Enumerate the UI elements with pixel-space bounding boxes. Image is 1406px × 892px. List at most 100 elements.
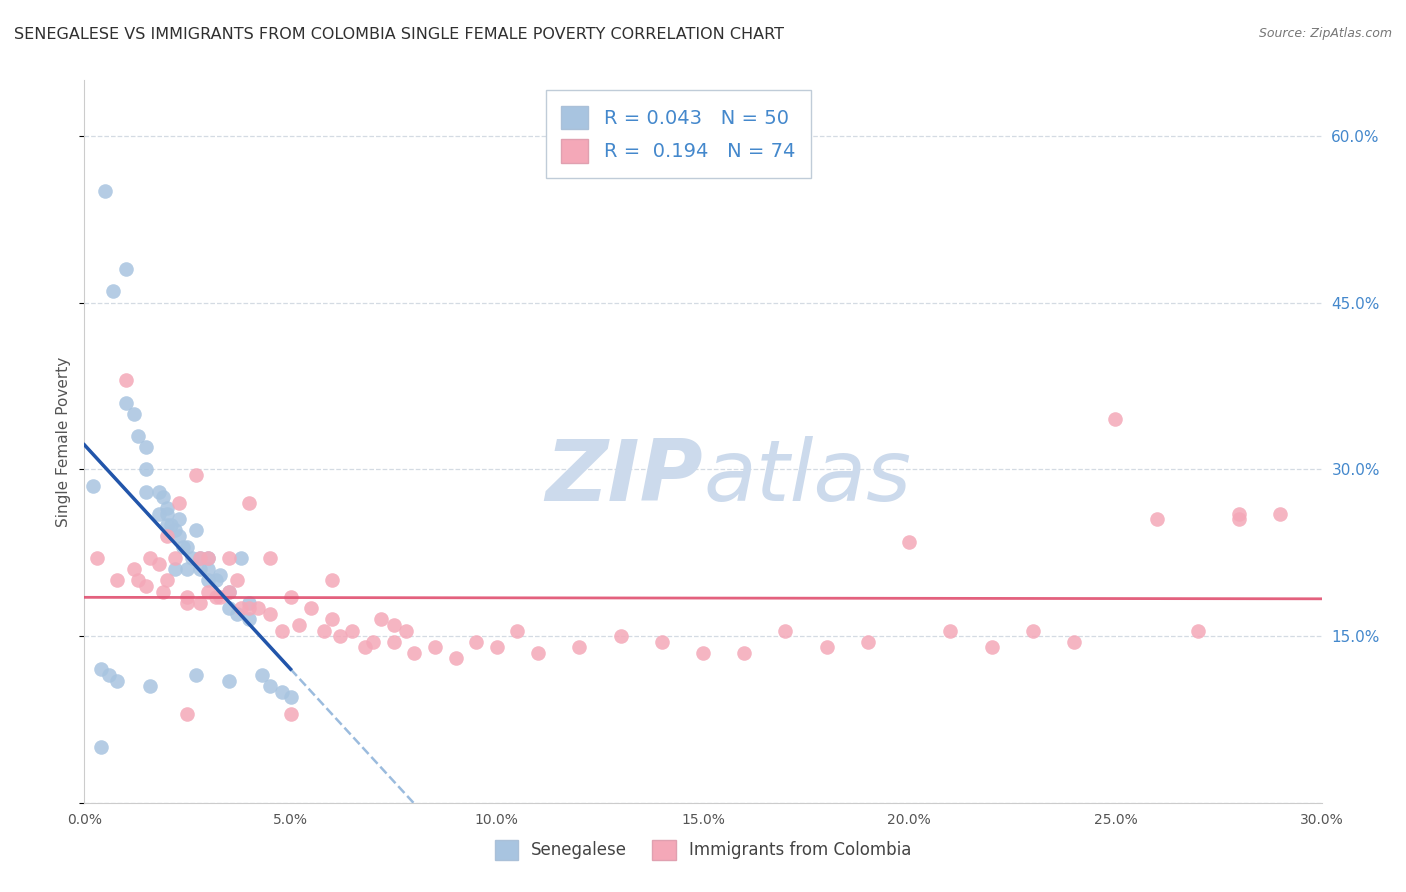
Point — [939, 624, 962, 638]
Point — [218, 673, 240, 688]
Point — [205, 574, 228, 588]
Text: Source: ZipAtlas.com: Source: ZipAtlas.com — [1258, 27, 1392, 40]
Point — [238, 601, 260, 615]
Point — [370, 612, 392, 626]
Point — [527, 646, 550, 660]
Point — [280, 590, 302, 604]
Text: ZIP: ZIP — [546, 436, 703, 519]
Point — [82, 479, 104, 493]
Point — [506, 624, 529, 638]
Point — [135, 440, 157, 454]
Point — [1187, 624, 1209, 638]
Point — [299, 601, 322, 615]
Point — [188, 551, 211, 566]
Point — [815, 640, 838, 655]
Point — [105, 673, 128, 688]
Point — [1227, 507, 1250, 521]
Y-axis label: Single Female Poverty: Single Female Poverty — [56, 357, 72, 526]
Point — [90, 662, 112, 676]
Point — [1227, 512, 1250, 526]
Point — [444, 651, 467, 665]
Point — [184, 467, 207, 482]
Point — [692, 646, 714, 660]
Point — [156, 501, 179, 516]
Point — [86, 551, 108, 566]
Point — [218, 601, 240, 615]
Point — [1270, 507, 1292, 521]
Point — [238, 596, 260, 610]
Point — [103, 285, 125, 299]
Point — [218, 584, 240, 599]
Point — [90, 740, 112, 755]
Point — [165, 551, 187, 566]
Point — [238, 612, 260, 626]
Point — [218, 551, 240, 566]
Point — [980, 640, 1002, 655]
Point — [176, 596, 198, 610]
Point — [176, 562, 198, 576]
Point — [127, 574, 149, 588]
Point — [226, 607, 249, 621]
Point — [205, 590, 228, 604]
Point — [259, 607, 281, 621]
Point — [148, 507, 170, 521]
Point — [209, 568, 232, 582]
Point — [226, 574, 249, 588]
Point — [568, 640, 591, 655]
Point — [342, 624, 364, 638]
Point — [176, 590, 198, 604]
Point — [329, 629, 352, 643]
Point — [250, 668, 273, 682]
Point — [229, 601, 252, 615]
Point — [139, 679, 162, 693]
Point — [139, 551, 162, 566]
Point — [176, 706, 198, 721]
Point — [1022, 624, 1045, 638]
Point — [485, 640, 508, 655]
Point — [259, 679, 281, 693]
Point — [197, 551, 219, 566]
Point — [172, 540, 194, 554]
Point — [160, 517, 183, 532]
Point — [152, 490, 174, 504]
Point — [156, 529, 179, 543]
Point — [127, 429, 149, 443]
Point — [167, 529, 190, 543]
Point — [246, 601, 269, 615]
Point — [148, 484, 170, 499]
Point — [135, 462, 157, 476]
Point — [156, 507, 179, 521]
Point — [180, 551, 202, 566]
Point — [280, 690, 302, 705]
Point — [114, 262, 136, 277]
Text: atlas: atlas — [703, 436, 911, 519]
Point — [775, 624, 797, 638]
Point — [197, 584, 219, 599]
Point — [188, 562, 211, 576]
Point — [280, 706, 302, 721]
Point — [197, 562, 219, 576]
Point — [188, 551, 211, 566]
Point — [165, 524, 187, 538]
Point — [229, 551, 252, 566]
Point — [465, 634, 488, 648]
Point — [135, 484, 157, 499]
Point — [218, 584, 240, 599]
Point — [122, 407, 145, 421]
Point — [259, 551, 281, 566]
Point — [122, 562, 145, 576]
Point — [856, 634, 879, 648]
Point — [1104, 412, 1126, 426]
Point — [288, 618, 311, 632]
Point — [94, 185, 117, 199]
Point — [114, 373, 136, 387]
Point — [651, 634, 673, 648]
Point — [176, 540, 198, 554]
Text: SENEGALESE VS IMMIGRANTS FROM COLOMBIA SINGLE FEMALE POVERTY CORRELATION CHART: SENEGALESE VS IMMIGRANTS FROM COLOMBIA S… — [14, 27, 785, 42]
Point — [382, 618, 405, 632]
Point — [404, 646, 426, 660]
Point — [382, 634, 405, 648]
Point — [188, 596, 211, 610]
Point — [395, 624, 418, 638]
Point — [271, 624, 294, 638]
